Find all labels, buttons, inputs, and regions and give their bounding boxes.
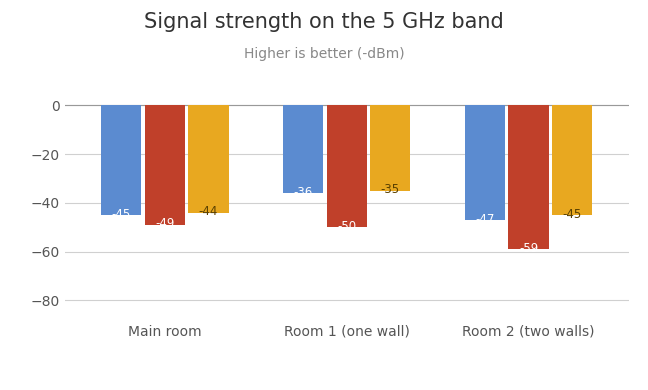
Text: -49: -49: [155, 218, 174, 230]
Bar: [370, 105, 410, 191]
Text: -50: -50: [337, 220, 356, 233]
Bar: [509, 105, 549, 249]
Text: -36: -36: [294, 186, 312, 199]
Text: -47: -47: [475, 213, 494, 225]
Bar: [552, 105, 592, 215]
Bar: [283, 105, 323, 193]
Text: -45: -45: [562, 207, 582, 221]
Text: Signal strength on the 5 GHz band: Signal strength on the 5 GHz band: [144, 12, 504, 32]
Text: -45: -45: [111, 207, 131, 221]
Bar: [465, 105, 505, 220]
Text: -59: -59: [519, 242, 538, 255]
Text: -35: -35: [381, 183, 400, 196]
Bar: [189, 105, 229, 213]
Bar: [101, 105, 141, 215]
Text: Higher is better (-dBm): Higher is better (-dBm): [244, 47, 404, 61]
Bar: [145, 105, 185, 225]
Text: -44: -44: [199, 205, 218, 218]
Bar: [327, 105, 367, 227]
